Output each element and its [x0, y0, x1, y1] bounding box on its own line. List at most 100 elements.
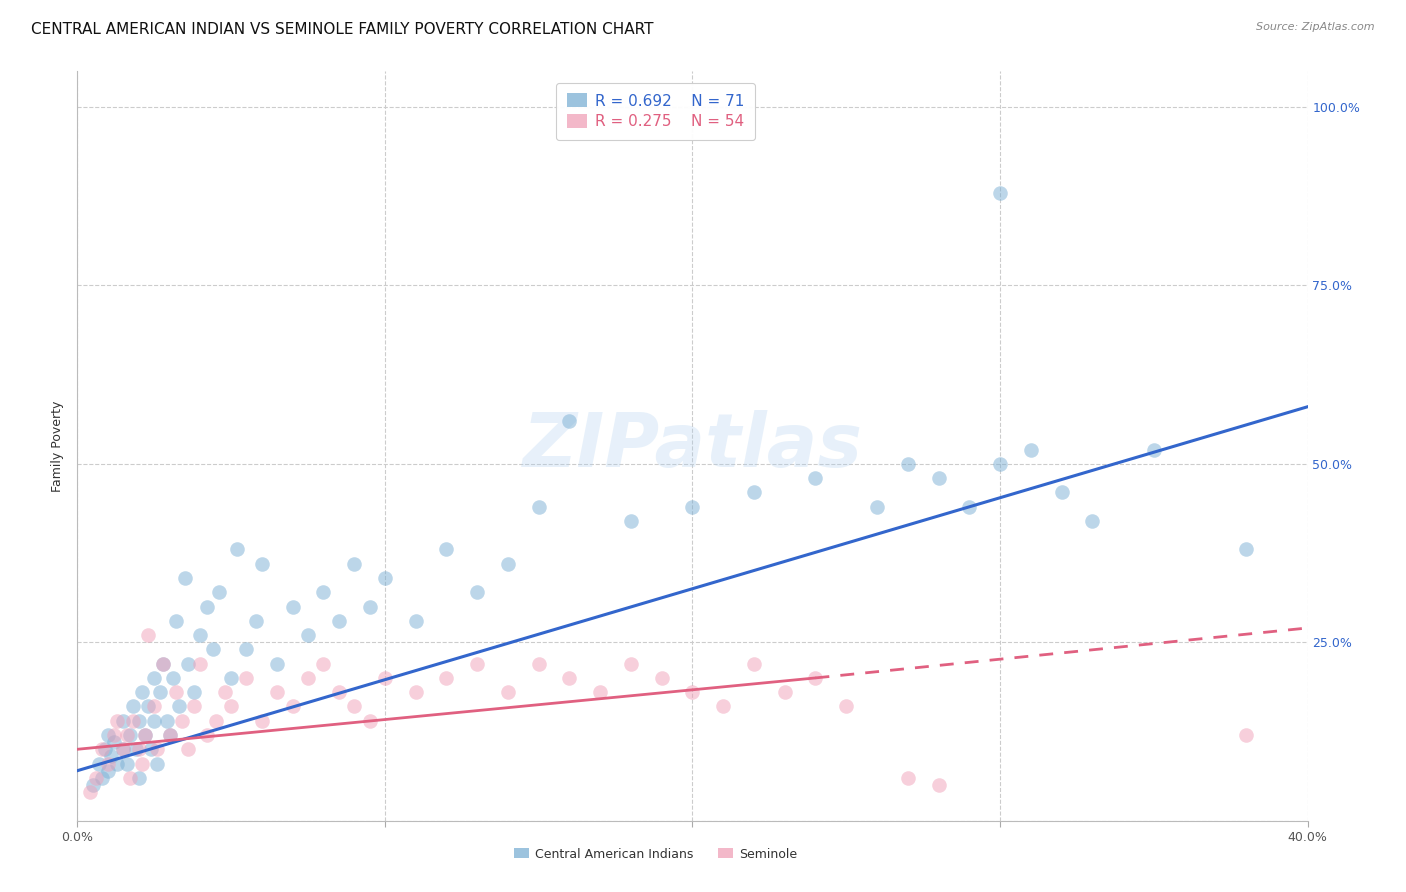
- Legend: Central American Indians, Seminole: Central American Indians, Seminole: [508, 841, 804, 867]
- Point: [988, 457, 1011, 471]
- Point: [266, 657, 288, 671]
- Point: [527, 500, 550, 514]
- Point: [121, 714, 143, 728]
- Point: [312, 585, 335, 599]
- Point: [250, 714, 273, 728]
- Point: [141, 742, 163, 756]
- Point: [128, 771, 150, 785]
- Point: [159, 728, 181, 742]
- Text: Source: ZipAtlas.com: Source: ZipAtlas.com: [1257, 22, 1375, 32]
- Point: [112, 742, 135, 756]
- Point: [219, 699, 242, 714]
- Point: [183, 699, 205, 714]
- Point: [90, 742, 114, 756]
- Point: [235, 671, 257, 685]
- Point: [589, 685, 612, 699]
- Point: [115, 756, 138, 771]
- Point: [465, 657, 488, 671]
- Point: [143, 699, 166, 714]
- Point: [328, 614, 350, 628]
- Point: [177, 742, 200, 756]
- Point: [149, 685, 172, 699]
- Point: [297, 671, 319, 685]
- Point: [214, 685, 236, 699]
- Point: [146, 742, 169, 756]
- Point: [804, 471, 827, 485]
- Point: [328, 685, 350, 699]
- Point: [312, 657, 335, 671]
- Point: [928, 471, 950, 485]
- Point: [773, 685, 796, 699]
- Point: [682, 500, 704, 514]
- Point: [125, 742, 148, 756]
- Point: [97, 764, 120, 778]
- Point: [1081, 514, 1104, 528]
- Point: [620, 514, 643, 528]
- Point: [134, 728, 156, 742]
- Point: [496, 557, 519, 571]
- Point: [245, 614, 267, 628]
- Point: [143, 714, 166, 728]
- Point: [204, 714, 226, 728]
- Point: [1143, 442, 1166, 457]
- Point: [94, 742, 117, 756]
- Point: [405, 685, 427, 699]
- Point: [682, 685, 704, 699]
- Point: [152, 657, 174, 671]
- Point: [79, 785, 101, 799]
- Text: ZIPatlas: ZIPatlas: [523, 409, 862, 483]
- Point: [155, 714, 177, 728]
- Point: [235, 642, 257, 657]
- Point: [436, 542, 458, 557]
- Point: [897, 771, 920, 785]
- Point: [1019, 442, 1042, 457]
- Point: [405, 614, 427, 628]
- Point: [97, 728, 120, 742]
- Point: [112, 714, 135, 728]
- Point: [928, 778, 950, 792]
- Point: [201, 642, 224, 657]
- Point: [208, 585, 231, 599]
- Point: [250, 557, 273, 571]
- Point: [1234, 728, 1257, 742]
- Point: [128, 714, 150, 728]
- Point: [343, 699, 366, 714]
- Point: [143, 671, 166, 685]
- Point: [90, 771, 114, 785]
- Point: [343, 557, 366, 571]
- Point: [804, 671, 827, 685]
- Point: [266, 685, 288, 699]
- Point: [167, 699, 190, 714]
- Point: [136, 628, 159, 642]
- Point: [118, 771, 141, 785]
- Point: [174, 571, 197, 585]
- Point: [374, 571, 396, 585]
- Point: [100, 749, 122, 764]
- Point: [183, 685, 205, 699]
- Point: [742, 485, 765, 500]
- Point: [82, 778, 104, 792]
- Point: [188, 628, 212, 642]
- Point: [219, 671, 242, 685]
- Point: [118, 728, 141, 742]
- Point: [866, 500, 889, 514]
- Point: [957, 500, 980, 514]
- Point: [711, 699, 734, 714]
- Point: [165, 614, 187, 628]
- Point: [1050, 485, 1073, 500]
- Point: [835, 699, 858, 714]
- Point: [988, 186, 1011, 200]
- Point: [436, 671, 458, 685]
- Point: [152, 657, 174, 671]
- Point: [162, 671, 184, 685]
- Point: [527, 657, 550, 671]
- Point: [620, 657, 643, 671]
- Point: [359, 714, 381, 728]
- Point: [195, 599, 218, 614]
- Point: [115, 728, 138, 742]
- Point: [897, 457, 920, 471]
- Point: [281, 699, 304, 714]
- Point: [121, 699, 143, 714]
- Point: [1234, 542, 1257, 557]
- Point: [84, 771, 107, 785]
